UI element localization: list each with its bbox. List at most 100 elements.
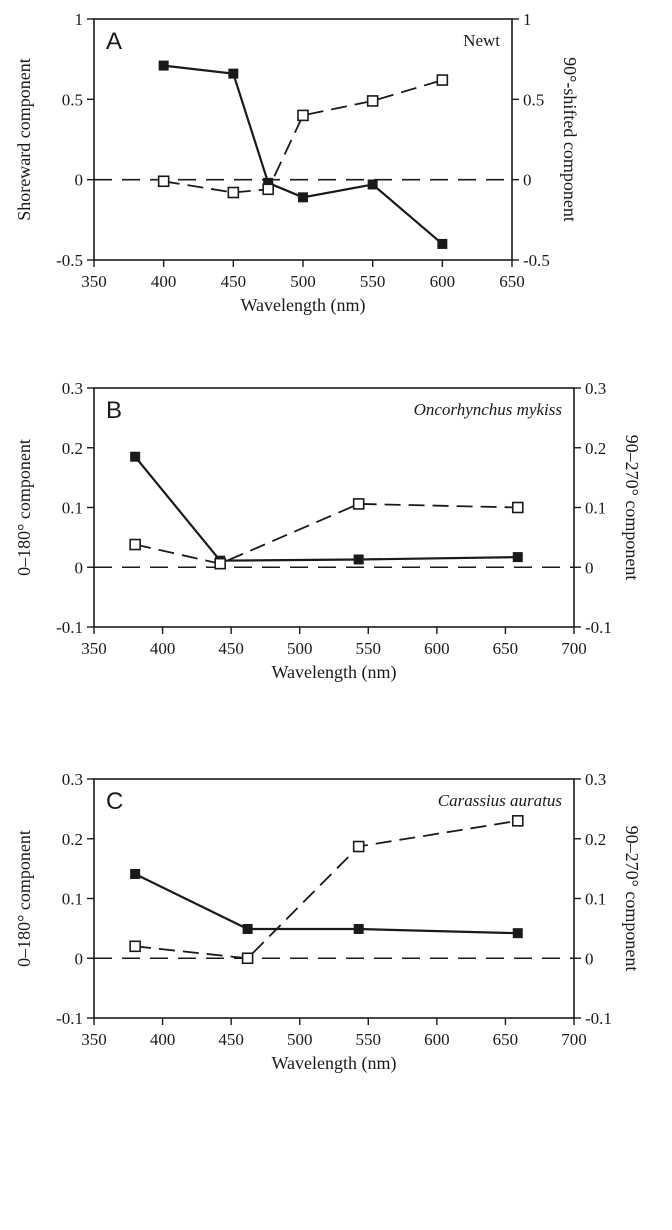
- y2-axis-title: 90°-shifted component: [560, 57, 580, 222]
- y-axis-title: Shoreward component: [14, 58, 34, 220]
- x-tick-label: 400: [150, 639, 176, 658]
- y2-tick-label: 0.5: [523, 90, 544, 109]
- x-tick-label: 450: [218, 1030, 244, 1049]
- y2-tick-label: 1: [523, 10, 532, 29]
- plot-frame: [93, 387, 575, 628]
- series-1-point: [228, 68, 239, 79]
- x-tick-label: 600: [424, 1030, 450, 1049]
- y2-tick-label: 0: [585, 949, 594, 968]
- y-tick-label: 0.1: [62, 890, 83, 909]
- series-2-point: [262, 183, 274, 196]
- x-tick-label: 650: [499, 272, 525, 291]
- series-2-point: [129, 940, 141, 953]
- series-2-point: [352, 840, 365, 853]
- x-tick-label: 350: [81, 1030, 107, 1049]
- x-tick-label: 450: [218, 639, 244, 658]
- x-tick-label: 350: [81, 272, 107, 291]
- series-2-line: [135, 819, 518, 960]
- x-tick-label: 550: [360, 272, 386, 291]
- series-2-point: [241, 952, 254, 965]
- y2-tick-label: 0.1: [585, 499, 606, 518]
- y2-tick-label: -0.1: [585, 618, 612, 637]
- panel-a: 350 400 450 500 550 600 650 -0.5 0 0.5 1 -0.5 0 0.5 1 W…: [14, 10, 580, 316]
- x-tick-label: 550: [356, 1030, 382, 1049]
- series-2-point: [297, 109, 309, 122]
- series-2-line: [134, 502, 518, 565]
- panel-letter: B: [106, 397, 122, 424]
- y-tick-label: 0.1: [62, 499, 83, 518]
- series-1-line: [134, 873, 518, 935]
- y-tick-label: 0.2: [62, 830, 83, 849]
- x-tick-label: 600: [424, 639, 450, 658]
- x-tick-label: 450: [221, 272, 247, 291]
- x-tick-label: 500: [287, 1030, 313, 1049]
- series-1-point: [242, 923, 253, 934]
- y2-axis-title: 90–270° component: [622, 826, 642, 972]
- series-2-line: [163, 79, 443, 194]
- x-tick-label: 600: [430, 272, 456, 291]
- y-tick-label: 1: [75, 10, 84, 29]
- series-1-line: [134, 456, 518, 562]
- y-tick-label: -0.1: [56, 1009, 83, 1028]
- y-tick-label: 0.5: [62, 90, 83, 109]
- series-1-point: [512, 928, 523, 939]
- y-tick-label: 0.3: [62, 379, 83, 398]
- series-2-point: [214, 557, 226, 570]
- series-1-point: [367, 179, 378, 190]
- y2-tick-label: 0.2: [585, 439, 606, 458]
- series-2-point: [157, 175, 170, 188]
- series-1-line: [163, 64, 444, 245]
- y2-tick-label: 0.1: [585, 890, 606, 909]
- y-tick-label: 0: [75, 949, 84, 968]
- y2-tick-label: -0.5: [523, 251, 550, 270]
- series-1-point: [353, 923, 364, 934]
- plot-frame: [93, 778, 575, 1019]
- species-label: Carassius auratus: [438, 791, 563, 810]
- series-2-point: [436, 74, 449, 86]
- y-tick-label: 0.3: [62, 770, 83, 789]
- species-label: Newt: [463, 31, 500, 50]
- panel-letter: C: [106, 788, 123, 815]
- y-axis-title: 0–180° component: [14, 439, 34, 576]
- y2-tick-label: -0.1: [585, 1009, 612, 1028]
- x-tick-label: 700: [561, 639, 587, 658]
- x-tick-label: 650: [493, 1030, 519, 1049]
- y2-tick-label: 0: [523, 171, 532, 190]
- x-tick-label: 350: [81, 639, 107, 658]
- panel-b: 350 400 450 500 550 600 650 700 -0.1 0 0.1 0.2 0.3 -0…: [14, 379, 642, 683]
- panel-c: 350 400 450 500 550 600 650 700 -0.1 0 0.1 0.2 0.3 -0…: [14, 770, 642, 1074]
- x-tick-label: 700: [561, 1030, 587, 1049]
- series-1-point: [130, 451, 141, 462]
- x-tick-label: 500: [287, 639, 313, 658]
- x-tick-label: 400: [151, 272, 177, 291]
- x-axis-title: Wavelength (nm): [271, 662, 396, 683]
- x-tick-label: 550: [356, 639, 382, 658]
- y2-tick-label: 0.2: [585, 830, 606, 849]
- x-tick-label: 650: [493, 639, 519, 658]
- series-1-point: [130, 869, 141, 880]
- species-label: Oncorhynchus mykiss: [414, 400, 563, 419]
- series-1-point: [512, 552, 523, 563]
- series-2-point: [129, 538, 141, 551]
- x-axis-title: Wavelength (nm): [240, 295, 365, 316]
- series-2-point: [511, 501, 524, 514]
- y2-tick-label: 0.3: [585, 770, 606, 789]
- series-1-point: [298, 192, 308, 203]
- series-2-point: [366, 95, 379, 107]
- x-axis-title: Wavelength (nm): [271, 1053, 396, 1074]
- series-1-point: [353, 554, 364, 565]
- panel-letter: A: [106, 28, 122, 55]
- y2-axis-title: 90–270° component: [622, 435, 642, 581]
- y2-tick-label: 0: [585, 558, 594, 577]
- y-tick-label: 0.2: [62, 439, 83, 458]
- series-1-point: [158, 60, 169, 71]
- plot-frame: [93, 18, 513, 261]
- y-tick-label: -0.1: [56, 618, 83, 637]
- series-2-point: [227, 186, 240, 199]
- y-tick-label: -0.5: [56, 251, 83, 270]
- y-tick-label: 0: [75, 558, 84, 577]
- y2-tick-label: 0.3: [585, 379, 606, 398]
- series-2-point: [511, 815, 524, 827]
- x-tick-label: 500: [290, 272, 316, 291]
